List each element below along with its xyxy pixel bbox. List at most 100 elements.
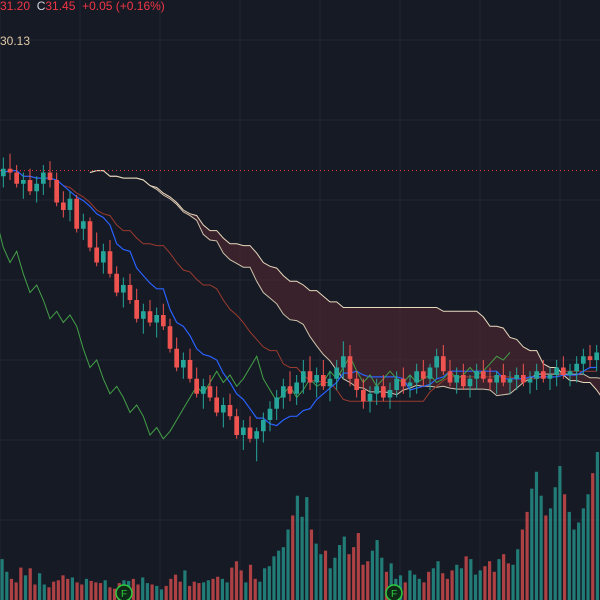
candle-body <box>134 300 139 319</box>
candle <box>154 307 159 338</box>
volume-bar <box>366 561 370 600</box>
volume-bar <box>253 578 257 600</box>
candle <box>394 371 399 398</box>
volume-bar <box>89 580 93 600</box>
candle-body <box>281 386 286 398</box>
candle-body <box>387 390 393 398</box>
candle <box>34 176 39 203</box>
volume-bar <box>380 557 384 600</box>
candle-body <box>154 315 159 323</box>
candle-body <box>7 168 13 173</box>
volume-bar <box>52 581 56 600</box>
volume-bar <box>56 580 60 600</box>
volume-bar <box>525 511 529 600</box>
candle-body <box>427 367 433 379</box>
candle-body <box>201 386 206 394</box>
candle-body <box>401 378 406 387</box>
candle <box>541 360 546 383</box>
volume-bar <box>483 566 487 600</box>
candle-body <box>527 378 533 383</box>
candle <box>41 165 46 195</box>
candle-body <box>307 371 313 383</box>
tenkan-line <box>3 170 597 427</box>
candle <box>487 367 493 390</box>
volume-bar <box>342 536 346 600</box>
candle-body <box>127 285 133 300</box>
change-value: +0.05 (+0.16%) <box>82 0 165 13</box>
volume-bar <box>361 564 365 600</box>
volume-bar <box>155 585 159 600</box>
candle <box>281 378 286 409</box>
candle-body <box>261 420 266 432</box>
candle <box>174 337 179 372</box>
candle <box>567 363 573 387</box>
candle <box>21 172 26 199</box>
candle-body <box>521 375 526 383</box>
volume-bar <box>234 561 239 600</box>
candle-body <box>294 382 299 394</box>
volume-bar <box>539 495 543 600</box>
candle-body <box>61 202 66 210</box>
volume-bar <box>98 583 103 600</box>
candle-body <box>47 172 53 180</box>
volume-bar <box>94 582 98 600</box>
candle <box>327 371 333 402</box>
candle-body <box>581 356 586 364</box>
volume-bar <box>19 567 23 600</box>
candle <box>47 161 53 188</box>
candle <box>94 232 99 267</box>
volume-bar <box>47 587 51 600</box>
volume-bar <box>281 547 285 600</box>
candle <box>254 427 259 462</box>
candle-body <box>467 378 473 387</box>
volume-bar <box>591 473 595 600</box>
volume-bar <box>563 494 567 600</box>
volume-bar <box>188 585 192 600</box>
candle-body <box>541 371 546 379</box>
volume-bar <box>150 584 154 600</box>
candle-body <box>34 183 39 192</box>
volume-bar <box>291 515 295 600</box>
candle-body <box>354 378 359 390</box>
span-b-line <box>89 170 600 396</box>
candle-body <box>461 375 466 387</box>
volume-bar <box>413 574 417 600</box>
candle-body <box>227 405 233 417</box>
volume-bar <box>248 564 253 600</box>
candle <box>141 303 146 334</box>
candle-body <box>74 198 79 229</box>
volume-bar <box>258 581 262 600</box>
volume-bar <box>473 574 478 600</box>
volume-bar <box>108 587 112 600</box>
candle-body <box>514 375 519 379</box>
volume-bar <box>408 570 412 600</box>
volume-bar <box>356 533 360 600</box>
volume-bar <box>441 573 445 600</box>
candle-body <box>454 375 459 383</box>
candle-body <box>94 247 99 263</box>
candle <box>354 371 359 398</box>
event-marker-label: F <box>391 589 397 600</box>
candle <box>467 375 473 398</box>
volume-bar <box>211 578 215 600</box>
candle-body <box>361 390 366 402</box>
candle-body <box>347 356 353 379</box>
volume-bar <box>216 576 220 600</box>
volume-bar <box>277 550 281 600</box>
candle-body <box>247 427 253 439</box>
candle <box>421 360 426 387</box>
volume-bar <box>469 559 473 600</box>
candle <box>401 367 406 394</box>
volume-bar <box>403 582 407 600</box>
volume-bar <box>61 575 65 600</box>
candle-body <box>27 180 33 192</box>
volume-bar <box>436 561 440 600</box>
candle-body <box>567 371 573 375</box>
event-marker-circle <box>385 584 403 600</box>
volume-bar <box>534 471 539 600</box>
candle <box>427 363 433 390</box>
candle-body <box>41 172 46 184</box>
